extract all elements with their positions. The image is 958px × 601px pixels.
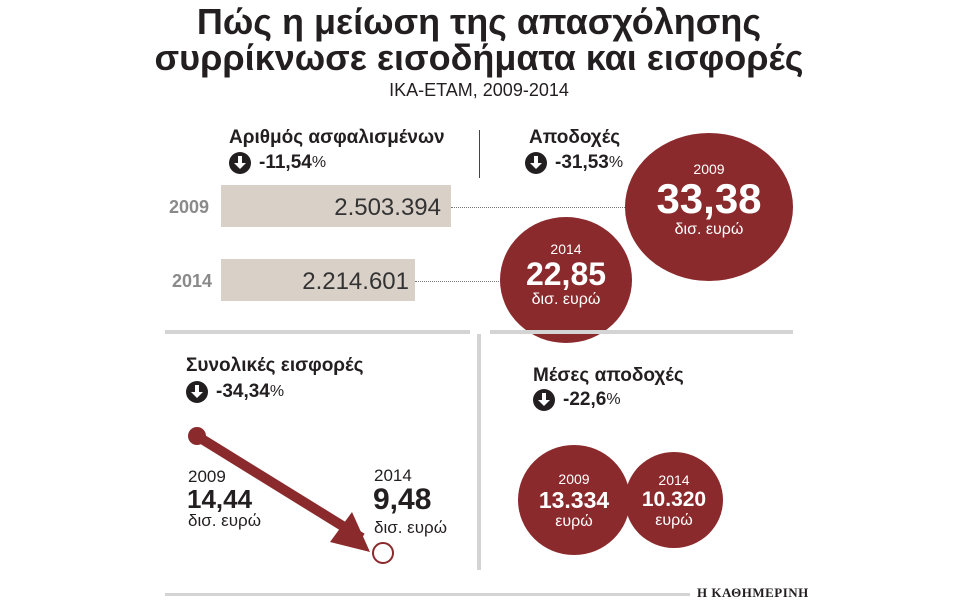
average-earnings-circle-2009-value: 13.334 [538, 487, 610, 513]
earnings-circle-2009-unit: δισ. ευρώ [674, 221, 744, 238]
contributions-start-year: 2009 [188, 467, 226, 486]
insured-change-pct: % [311, 154, 327, 171]
contributions-change-pct: % [269, 383, 285, 400]
average-earnings-title: Μέσες αποδοχές [533, 365, 684, 386]
insured-year-2009: 2009 [169, 197, 210, 217]
contributions-point-2009 [188, 427, 206, 445]
earnings-change: -31,53% [525, 152, 623, 174]
earnings-change-value: -31,53 [555, 152, 609, 173]
average-earnings-circle-2009-year: 2009 [558, 471, 590, 487]
contributions-point-2014 [372, 542, 394, 564]
average-earnings-circle-2014-value: 10.320 [641, 488, 707, 511]
page-title-line2: συρρίκνωσε εισοδήματα και εισφορές [154, 37, 804, 78]
arrow-down-icon [229, 152, 251, 174]
leader-line-2014 [415, 281, 505, 282]
contributions-end-year: 2014 [374, 466, 412, 485]
average-earnings-circle-2014: 2014 10.320 ευρώ [625, 452, 723, 548]
contributions-trend-svg [188, 427, 394, 564]
contributions-start-unit: δισ. ευρώ [188, 511, 261, 530]
earnings-change-pct: % [608, 154, 624, 171]
contributions-end-unit: δισ. ευρώ [374, 518, 447, 537]
arrow-down-icon [533, 389, 555, 411]
panel-divider-top [479, 130, 480, 178]
average-earnings-circle-2014-unit: ευρώ [655, 512, 693, 529]
source-logo: Η ΚΑΘΗΜΕΡΙΝΗ [697, 585, 809, 600]
arrow-down-icon [186, 381, 208, 403]
average-earnings-circle-2014-year: 2014 [658, 472, 690, 488]
contributions-title: Συνολικές εισφορές [186, 355, 364, 376]
insured-change-value: -11,54 [259, 152, 312, 173]
insured-bar-2014 [221, 259, 415, 301]
average-earnings-change-pct: % [606, 391, 621, 408]
earnings-circle-2014-value: 22,85 [525, 256, 607, 292]
insured-bar-label-2014: 2.214.601 [302, 268, 409, 295]
earnings-circle-2009-value: 33,38 [656, 175, 762, 222]
average-earnings-change: -22,6% [533, 389, 621, 411]
contributions-change-value: -34,34 [216, 381, 270, 402]
leader-line-2009 [451, 207, 631, 208]
contributions-start-value: 14,44 [187, 484, 253, 514]
earnings-circle-2014: 2014 22,85 δισ. ευρώ [500, 217, 632, 343]
earnings-circle-2009-year: 2009 [693, 161, 725, 177]
insured-year-2014: 2014 [172, 271, 213, 291]
page-subtitle: ΙΚΑ-ΕΤΑΜ, 2009-2014 [389, 80, 569, 100]
contributions-trend-arrowhead [330, 512, 370, 552]
divider-right [490, 330, 793, 334]
average-earnings-change-value: -22,6 [563, 389, 607, 410]
divider-left [165, 330, 470, 334]
insured-change: -11,54% [229, 152, 326, 174]
contributions-end-value: 9,48 [373, 483, 432, 516]
earnings-circle-2009: 2009 33,38 δισ. ευρώ [625, 133, 793, 281]
footer-rule [165, 593, 690, 596]
insured-title: Αριθμός ασφαλισμένων [229, 127, 445, 148]
insured-bar-label-2009: 2.503.394 [334, 194, 441, 221]
average-earnings-circle-2009-unit: ευρώ [555, 513, 593, 530]
earnings-title: Αποδοχές [529, 127, 621, 148]
earnings-circle-2014-year: 2014 [550, 241, 582, 257]
earnings-circle-2014-unit: δισ. ευρώ [531, 291, 601, 308]
contributions-change: -34,34% [186, 381, 284, 403]
arrow-down-icon [525, 152, 547, 174]
insured-bar-2009 [221, 185, 451, 227]
page-title-line1: Πώς η μείωση της απασχόλησης [196, 1, 762, 42]
panel-divider-bottom [477, 334, 481, 570]
average-earnings-circle-2009: 2009 13.334 ευρώ [518, 445, 630, 555]
contributions-trend-line [194, 431, 365, 543]
